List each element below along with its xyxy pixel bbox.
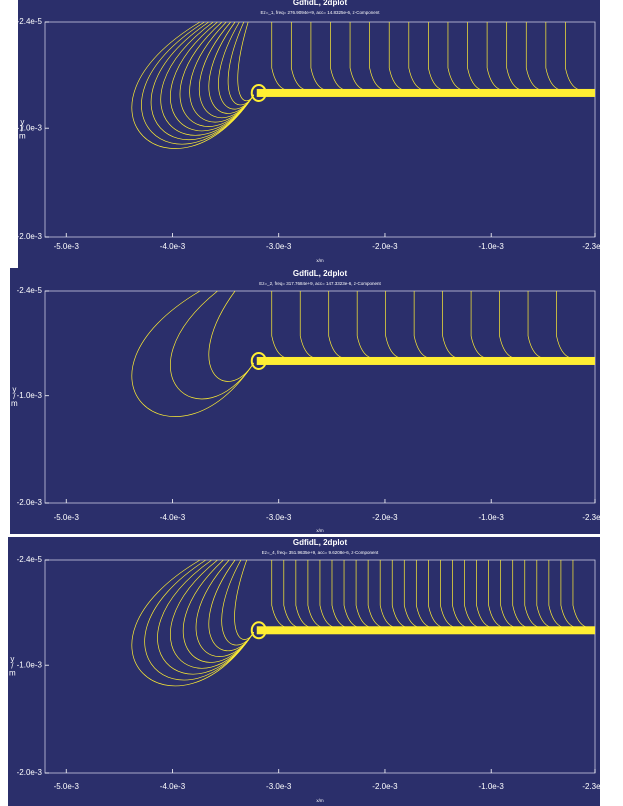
field-line [208,21,255,114]
panel-background [10,268,600,534]
field-line [189,21,255,123]
x-axis-label: x/m [316,798,324,803]
field-line [141,21,255,145]
y-tick-label: -2.4e-5 [17,555,43,564]
field-source [250,621,267,640]
field-line [208,290,255,382]
x-tick-label: -4.0e-3 [160,242,186,251]
x-axis-label: x/m [316,528,324,533]
plot-frame [44,21,596,238]
field-line [221,559,255,646]
field-line [234,559,255,640]
x-tick-label: -3.0e-3 [266,242,292,251]
x-tick-label: -4.0e-3 [160,782,186,791]
x-tick-label: -1.0e-3 [479,513,505,522]
x-tick-label: -3.0e-3 [266,513,292,522]
field-line [150,21,255,140]
x-tick-label: -5.0e-3 [54,513,80,522]
plot-subtitle: Ez=_4, freq= 351.9635e+9, acc= 9.6208e-6… [262,550,379,555]
field-line [195,559,255,657]
field-line [182,559,255,663]
x-tick-label: -2.0e-3 [372,782,398,791]
x-tick-label: -3.0e-3 [266,782,292,791]
field-band [256,626,595,635]
field-line [199,21,255,119]
field-line [218,21,255,110]
plot-title: GdfidL, 2dplot [293,538,348,547]
y-tick-label: -1.0e-3 [17,391,43,400]
y-tick-label: -2.0e-3 [17,232,43,241]
field-source [250,351,267,370]
field-line [131,290,255,417]
x-tick-label: -1.0e-3 [479,782,505,791]
y-tick-label: -1.0e-3 [17,123,43,132]
y-tick-label: -2.4e-5 [17,286,43,295]
x-tick-label: -2.0e-3 [372,513,398,522]
field-line [227,21,255,106]
y-tick-label: -1.0e-3 [17,660,43,669]
panel-background [18,0,600,268]
y-tick-label: -2.4e-5 [17,17,43,26]
x-tick-label: -1.0e-3 [479,242,505,251]
field-line [131,21,255,149]
x-tick-label: -2.3e-5 [582,782,608,791]
plot-title: GdfidL, 2dplot [293,269,348,278]
x-tick-label: -5.0e-3 [54,782,80,791]
plot-frame [44,290,596,504]
plot-title: GdfidL, 2dplot [293,0,348,7]
field-band [256,88,595,97]
y-tick-label: -2.0e-3 [17,498,43,507]
y-axis-label: y/m [8,655,17,676]
x-tick-label: -2.3e-5 [582,513,608,522]
field-line [131,559,255,687]
y-tick-label: -2.0e-3 [17,768,43,777]
x-tick-label: -2.3e-5 [582,242,608,251]
x-axis-label: x/m [316,258,324,263]
field-source [250,83,267,102]
field-line [179,21,255,127]
x-tick-label: -4.0e-3 [160,513,186,522]
y-axis-label: y/m [10,385,19,406]
field-band [256,356,595,365]
plot-subtitle: Ez=_1, freq= 276.9094e+9, acc= 14.8325e-… [260,10,380,15]
x-tick-label: -2.0e-3 [372,242,398,251]
field-line [144,559,255,681]
field-line [208,559,255,652]
panel-background [8,537,600,806]
y-axis-label: y/m [18,118,27,139]
plot-subtitle: Ez=_2, freq= 317.7684e+9, acc= 147.3323e… [259,281,381,286]
x-tick-label: -5.0e-3 [54,242,80,251]
